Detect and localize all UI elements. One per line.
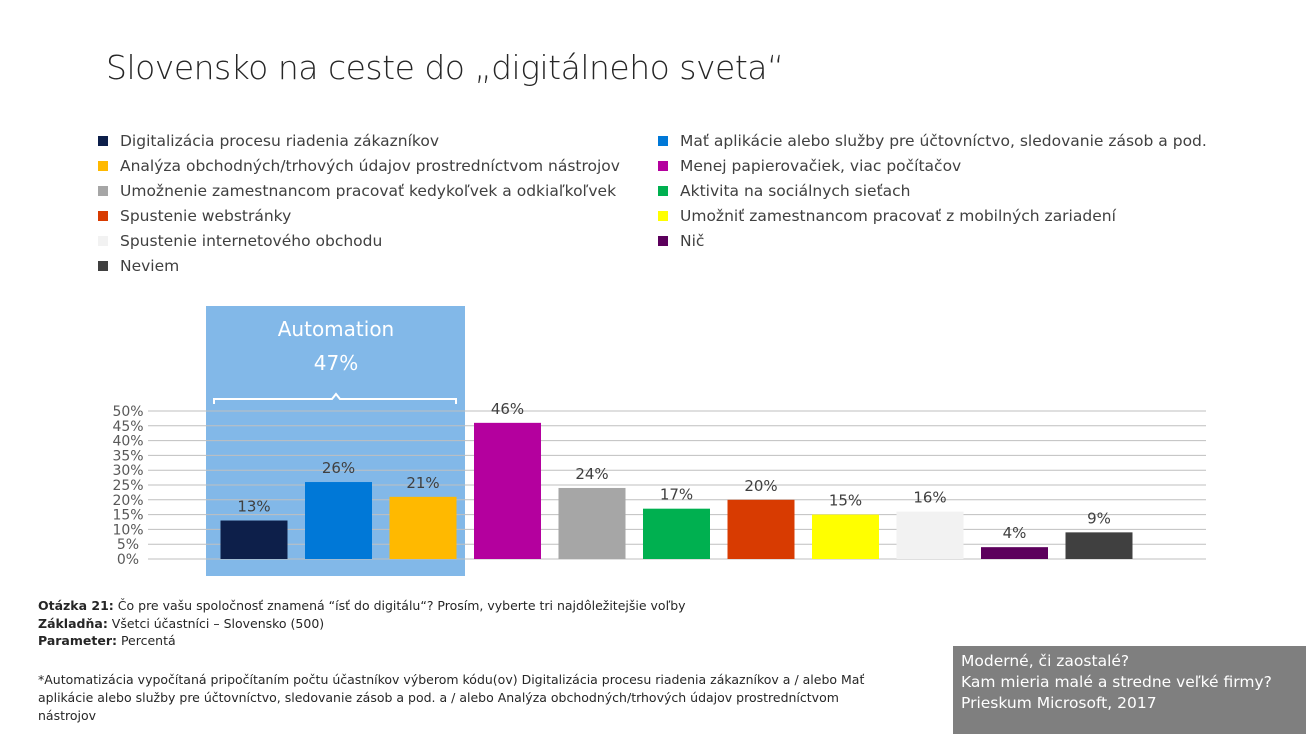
legend-item: Nič bbox=[658, 228, 1207, 253]
y-tick-label: 5% bbox=[117, 537, 139, 553]
legend-swatch bbox=[658, 185, 668, 196]
legend-item: Spustenie internetového obchodu bbox=[98, 228, 620, 253]
bar bbox=[812, 514, 879, 559]
legend-label: Menej papierovačiek, viac počítačov bbox=[680, 156, 962, 175]
data-label: 20% bbox=[744, 477, 777, 495]
data-label: 17% bbox=[660, 486, 693, 504]
y-tick-label: 30% bbox=[112, 463, 143, 479]
legend-item: Mať aplikácie alebo služby pre účtovníct… bbox=[658, 128, 1207, 153]
bar bbox=[896, 511, 964, 559]
automation-label: Automation bbox=[278, 317, 394, 341]
data-label: 13% bbox=[237, 498, 270, 516]
legend-swatch bbox=[98, 260, 108, 271]
data-label: 9% bbox=[1087, 509, 1111, 527]
y-tick-label: 25% bbox=[112, 478, 143, 494]
y-tick-label: 50% bbox=[112, 404, 143, 420]
y-tick-label: 20% bbox=[112, 493, 143, 509]
legend-item: Menej papierovačiek, viac počítačov bbox=[658, 153, 1207, 178]
y-tick-label: 10% bbox=[112, 522, 143, 538]
source-line-3: Prieskum Microsoft, 2017 bbox=[961, 694, 1157, 712]
legend-swatch bbox=[658, 210, 668, 221]
legend-label: Mať aplikácie alebo služby pre účtovníct… bbox=[680, 131, 1207, 150]
y-tick-label: 40% bbox=[112, 434, 143, 450]
legend-label: Spustenie internetového obchodu bbox=[120, 231, 383, 250]
legend-item: Analýza obchodných/trhových údajov prost… bbox=[98, 153, 620, 178]
legend-left: Digitalizácia procesu riadenia zákazníko… bbox=[98, 128, 620, 278]
legend-right: Mať aplikácie alebo služby pre účtovníct… bbox=[658, 128, 1207, 253]
legend-swatch bbox=[98, 185, 108, 196]
y-tick-label: 0% bbox=[117, 552, 139, 568]
data-label: 26% bbox=[322, 459, 355, 477]
question-text: Čo pre vašu spoločnosť znamená “ísť do d… bbox=[113, 598, 686, 613]
legend-swatch bbox=[98, 135, 108, 146]
bar bbox=[1065, 532, 1133, 559]
parameter-note: Parameter: Percentá bbox=[38, 632, 686, 650]
legend-item: Neviem bbox=[98, 253, 620, 278]
legend-label: Umožniť zamestnancom pracovať z mobilnýc… bbox=[680, 206, 1116, 225]
y-tick-label: 35% bbox=[112, 448, 143, 464]
bar-chart: Automation47%0%5%10%15%20%25%30%35%40%45… bbox=[112, 306, 1206, 576]
legend-swatch bbox=[658, 235, 668, 246]
legend-swatch bbox=[658, 160, 668, 171]
automation-bracket bbox=[213, 392, 457, 404]
chart-notes: Otázka 21: Čo pre vašu spoločnosť znamen… bbox=[38, 597, 686, 650]
legend-label: Spustenie webstránky bbox=[120, 206, 292, 225]
bar bbox=[643, 508, 710, 559]
legend-swatch bbox=[98, 235, 108, 246]
legend-swatch bbox=[98, 160, 108, 171]
legend-item: Umožniť zamestnancom pracovať z mobilnýc… bbox=[658, 203, 1207, 228]
source-line-1: Moderné, či zaostalé? bbox=[961, 652, 1130, 670]
y-tick-label: 15% bbox=[112, 508, 143, 524]
legend-label: Umožnenie zamestnancom pracovať kedykoľv… bbox=[120, 181, 617, 200]
question-note: Otázka 21: Čo pre vašu spoločnosť znamen… bbox=[38, 597, 686, 615]
data-label: 4% bbox=[1003, 524, 1027, 542]
page-title: Slovensko na ceste do „digitálneho sveta… bbox=[106, 48, 784, 87]
legend-swatch bbox=[658, 135, 668, 146]
bar bbox=[727, 499, 795, 559]
data-label: 24% bbox=[575, 465, 608, 483]
base-label: Základňa: bbox=[38, 615, 108, 631]
data-label: 21% bbox=[406, 474, 439, 492]
legend-label: Neviem bbox=[120, 256, 180, 275]
parameter-label: Parameter: bbox=[38, 633, 117, 648]
legend-label: Aktivita na sociálnych sieťach bbox=[680, 181, 911, 200]
bar bbox=[474, 422, 541, 559]
base-text: Všetci účastníci – Slovensko (500) bbox=[107, 615, 325, 631]
footnote: *Automatizácia vypočítaná pripočítaním p… bbox=[38, 672, 865, 723]
legend-label: Digitalizácia procesu riadenia zákazníko… bbox=[120, 131, 439, 150]
data-label: 16% bbox=[913, 489, 946, 507]
y-tick-label: 45% bbox=[112, 419, 143, 435]
data-label: 15% bbox=[829, 492, 862, 510]
bar bbox=[981, 547, 1048, 559]
bar bbox=[389, 496, 457, 559]
data-label: 46% bbox=[491, 400, 524, 418]
bar bbox=[220, 520, 288, 559]
legend-item: Umožnenie zamestnancom pracovať kedykoľv… bbox=[98, 178, 620, 203]
legend-swatch bbox=[98, 210, 108, 221]
base-note: Základňa: Všetci účastníci – Slovensko (… bbox=[38, 615, 686, 633]
source-line-2: Kam mieria malé a stredne veľké firmy? bbox=[961, 673, 1272, 691]
legend-label: Analýza obchodných/trhových údajov prost… bbox=[120, 156, 620, 175]
legend-item: Digitalizácia procesu riadenia zákazníko… bbox=[98, 128, 620, 153]
bar bbox=[558, 487, 626, 559]
legend-label: Nič bbox=[680, 231, 705, 250]
legend-item: Spustenie webstránky bbox=[98, 203, 620, 228]
bar bbox=[305, 482, 372, 559]
automation-value: 47% bbox=[314, 351, 358, 375]
source-box: Moderné, či zaostalé? Kam mieria malé a … bbox=[953, 646, 1306, 734]
parameter-text: Percentá bbox=[116, 633, 176, 648]
question-label: Otázka 21: bbox=[38, 598, 114, 613]
legend-item: Aktivita na sociálnych sieťach bbox=[658, 178, 1207, 203]
